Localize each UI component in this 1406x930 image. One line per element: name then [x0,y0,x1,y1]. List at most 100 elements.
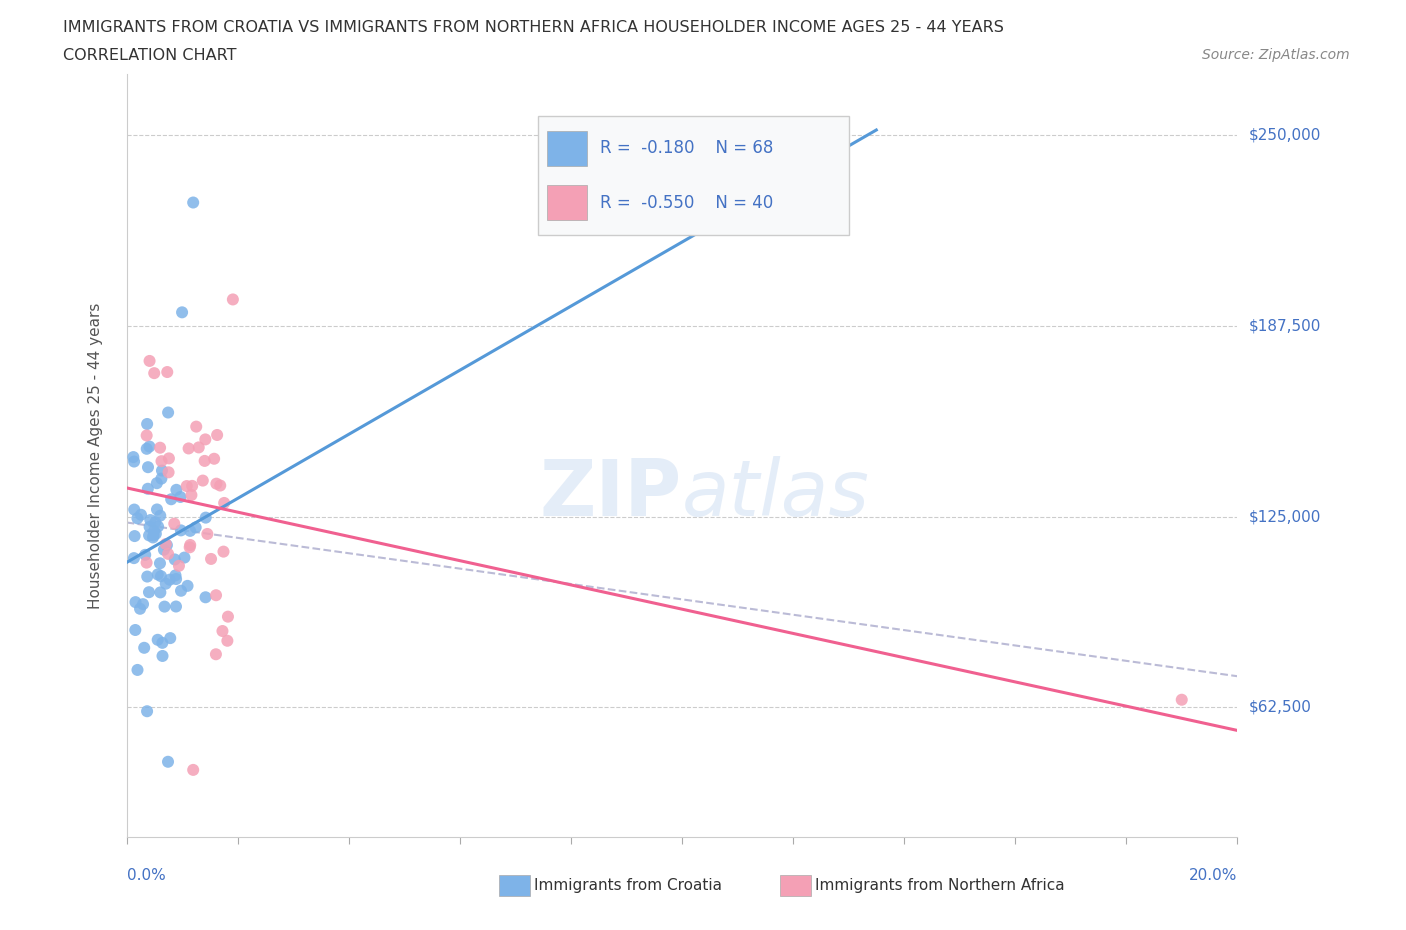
Point [122,551,145,565]
Point [209,478,232,493]
Point [155,537,177,551]
Point [149,440,172,455]
Point [152,648,174,663]
Point [181,763,204,777]
Point [150,454,173,469]
Point [176,578,198,593]
Point [205,647,228,662]
Point [138,353,160,368]
Point [179,540,201,555]
Point [156,365,179,379]
Point [194,590,217,604]
Point [176,479,198,494]
Point [191,473,214,488]
Point [156,538,179,552]
Point [186,419,208,434]
Point [163,516,186,531]
Point [136,417,159,432]
Point [157,451,180,466]
Point [155,577,177,591]
Point [184,520,207,535]
Point [177,441,200,456]
Point [181,478,204,493]
Point [146,519,169,534]
Point [200,551,222,566]
Point [149,556,172,571]
Point [138,519,160,534]
Point [136,704,159,719]
Point [142,528,165,543]
Point [132,597,155,612]
Point [167,558,190,573]
Point [1170,692,1192,707]
Point [217,609,239,624]
Point [136,459,159,474]
Point [138,439,160,454]
Point [149,585,172,600]
Text: $250,000: $250,000 [1249,128,1320,143]
Text: Immigrants from Northern Africa: Immigrants from Northern Africa [815,878,1066,893]
Point [163,552,186,567]
Point [124,528,146,543]
Point [138,585,160,600]
Point [205,588,228,603]
Y-axis label: Householder Income Ages 25 - 44 years: Householder Income Ages 25 - 44 years [89,302,103,609]
Point [122,502,145,517]
Point [170,583,193,598]
Point [165,483,187,498]
Point [135,442,157,457]
Point [153,599,176,614]
Point [149,508,172,523]
Point [195,526,218,541]
Point [150,569,173,584]
Point [194,511,217,525]
Point [150,635,173,650]
Text: 0.0%: 0.0% [127,868,166,883]
Text: $62,500: $62,500 [1249,700,1312,715]
Point [150,463,173,478]
Point [142,530,165,545]
Point [165,568,187,583]
Point [179,524,201,538]
Point [157,547,180,562]
Point [172,305,194,320]
Text: 20.0%: 20.0% [1189,868,1237,883]
Point [138,528,160,543]
Point [169,489,191,504]
Point [146,567,169,582]
Text: Source: ZipAtlas.com: Source: ZipAtlas.com [1202,48,1350,62]
Point [135,555,157,570]
Point [205,428,228,443]
Text: $187,500: $187,500 [1249,319,1320,334]
Point [139,512,162,527]
Point [143,515,166,530]
Point [181,195,204,210]
Point [129,508,152,523]
Point [157,405,180,420]
Point [173,551,195,565]
Text: Immigrants from Croatia: Immigrants from Croatia [534,878,723,893]
Point [180,487,202,502]
Point [136,482,159,497]
Text: CORRELATION CHART: CORRELATION CHART [63,48,236,63]
Point [170,523,193,538]
Point [124,594,146,609]
Point [160,492,183,507]
Point [143,524,166,538]
Point [205,476,228,491]
Text: atlas: atlas [682,456,870,532]
Point [222,292,245,307]
Point [136,569,159,584]
Text: IMMIGRANTS FROM CROATIA VS IMMIGRANTS FROM NORTHERN AFRICA HOUSEHOLDER INCOME AG: IMMIGRANTS FROM CROATIA VS IMMIGRANTS FR… [63,20,1004,35]
Text: $125,000: $125,000 [1249,510,1320,525]
Point [122,449,145,464]
Point [124,622,146,637]
Point [127,511,149,525]
Point [159,631,181,645]
Point [129,602,152,617]
Point [194,454,217,469]
Point [217,633,239,648]
Text: ZIP: ZIP [540,456,682,532]
Point [135,428,157,443]
Point [187,440,209,455]
